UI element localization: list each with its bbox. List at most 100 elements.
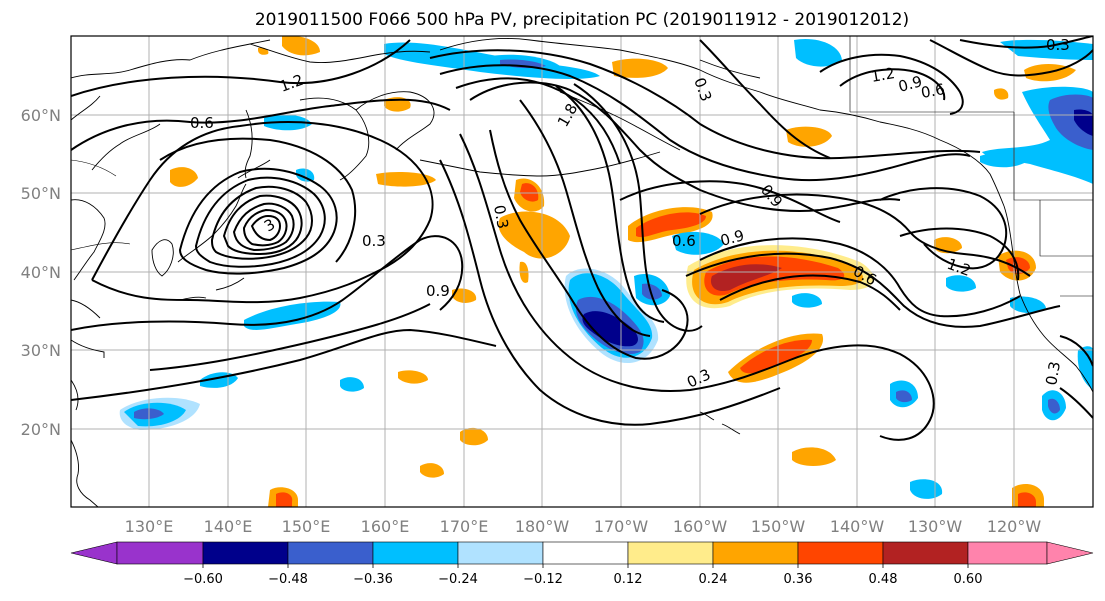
contour-labels: 1.2 0.6 0.3 0.9 0.3 1.8 0.3 0.9 0.6 0.9 …: [190, 36, 1070, 392]
precip-positive-patch: [398, 370, 428, 384]
pv-contour: [91, 121, 434, 304]
precip-negative-patch: [910, 479, 943, 499]
pv-contour: [555, 85, 665, 323]
pv-contour: [71, 39, 411, 97]
border-us-canada: [1039, 200, 1093, 257]
lon-label: 160°W: [673, 517, 728, 536]
precip-positive-patch: [520, 183, 539, 202]
coastline-alaska: [439, 38, 1005, 207]
colorbar-extend-low: [70, 541, 118, 565]
precip-positive-patch: [420, 463, 444, 478]
precip-positive-patch: [740, 339, 812, 374]
pv-contour: [242, 208, 288, 247]
precip-negative-patch: [1000, 39, 1093, 60]
colorbar-label: 0.48: [869, 572, 898, 587]
colorbar-bin: [882, 541, 969, 565]
colorbar-label: −0.12: [523, 572, 563, 587]
pv-contour: [719, 274, 901, 311]
precip-negative-patch: [1010, 296, 1046, 314]
colorbar-extend-high: [1046, 541, 1094, 565]
precip-negative-patch: [792, 293, 822, 308]
precip-negative-patch: [244, 301, 341, 330]
lon-label: 130°E: [125, 517, 174, 536]
pv-contour: [699, 39, 831, 159]
pv-contour: [685, 252, 1061, 328]
pv-contour: [439, 159, 781, 426]
precip-negative-patch: [1074, 109, 1093, 136]
contour-label: 0.6: [190, 114, 214, 132]
colorbar-bin: [797, 541, 884, 565]
precip-positive-patch: [792, 447, 836, 466]
lat-label: 50°N: [21, 184, 61, 203]
lat-label: 60°N: [21, 106, 61, 125]
colorbar-bin: [712, 541, 799, 565]
pv-contour: [959, 36, 1093, 49]
precip-positive-patch: [612, 58, 668, 78]
coastline-aleutians: [419, 151, 661, 177]
lat-label: 30°N: [21, 341, 61, 360]
lon-label: 150°E: [282, 517, 331, 536]
figure-title: 2019011500 F066 500 hPa PV, precipitatio…: [255, 10, 909, 30]
lon-label: 130°W: [908, 517, 963, 536]
lon-label: 160°E: [361, 517, 410, 536]
pv-contour: [250, 214, 282, 242]
precip-negative-patch: [896, 390, 912, 403]
lon-label: 120°W: [987, 517, 1042, 536]
colorbar: [70, 541, 1094, 565]
lat-label: 40°N: [21, 263, 61, 282]
precip-negative-patch: [794, 38, 842, 67]
contour-label: 1.2: [870, 64, 897, 86]
pv-contour: [879, 187, 1008, 270]
pv-contour: [573, 83, 703, 332]
colorbar-bin: [542, 541, 629, 565]
colorbar-bin: [457, 541, 544, 565]
latitude-labels: 60°N 50°N 40°N 30°N 20°N: [21, 106, 61, 439]
contour-label: 0.3: [362, 232, 386, 250]
political-borders: [71, 36, 1093, 297]
pv-contours: [71, 36, 1093, 441]
pv-contour: [459, 133, 935, 441]
colorbar-bin: [627, 541, 714, 565]
precip-positive-patch: [498, 211, 570, 259]
lon-label: 170°E: [440, 517, 489, 536]
pv-contour: [194, 176, 326, 268]
colorbar-label: 0.24: [699, 572, 728, 587]
colorbar-bin: [967, 541, 1048, 565]
colorbar-label: −0.24: [438, 572, 478, 587]
colorbar-bin: [202, 541, 289, 565]
coastline-north-america: [1003, 205, 1093, 393]
contour-label: 0.3: [1042, 360, 1064, 387]
pv-contour: [222, 194, 303, 256]
precip-negative-patch: [1048, 398, 1060, 414]
pv-contour: [71, 235, 464, 331]
colorbar-label: −0.48: [268, 572, 308, 587]
precip-negative-patch: [1048, 94, 1093, 150]
lon-label: 140°E: [204, 517, 253, 536]
colorbar-bin: [287, 541, 374, 565]
colorbar-label: 0.12: [614, 572, 643, 587]
pv-contour: [71, 98, 451, 151]
lon-label: 180°W: [515, 517, 570, 536]
coastline-asia: [71, 39, 271, 507]
border-china: [71, 159, 131, 251]
precip-negative-patch: [642, 283, 662, 300]
pv-contour: [519, 99, 651, 337]
contour-label: 0.9: [718, 226, 746, 250]
contour-label: 0.6: [920, 80, 947, 102]
precip-negative-patch: [582, 311, 638, 347]
pv-contour: [1059, 335, 1093, 419]
precip-positive-patch: [276, 492, 293, 507]
precip-positive-patch: [636, 212, 706, 238]
lat-label: 20°N: [21, 420, 61, 439]
precip-positive-patch: [994, 88, 1009, 100]
precip-shading: [119, 36, 1093, 507]
precip-positive-patch: [282, 36, 320, 56]
precip-negative-patch: [340, 377, 364, 392]
lon-label: 150°W: [751, 517, 806, 536]
map-panel: 1.2 0.6 0.3 0.9 0.3 1.8 0.3 0.9 0.6 0.9 …: [70, 35, 1094, 508]
precip-positive-patch: [710, 264, 782, 292]
colorbar-label: −0.60: [183, 572, 223, 587]
precip-positive-patch: [170, 167, 198, 187]
longitude-labels: 130°E 140°E 150°E 160°E 170°E 180°W 170°…: [125, 517, 1042, 536]
